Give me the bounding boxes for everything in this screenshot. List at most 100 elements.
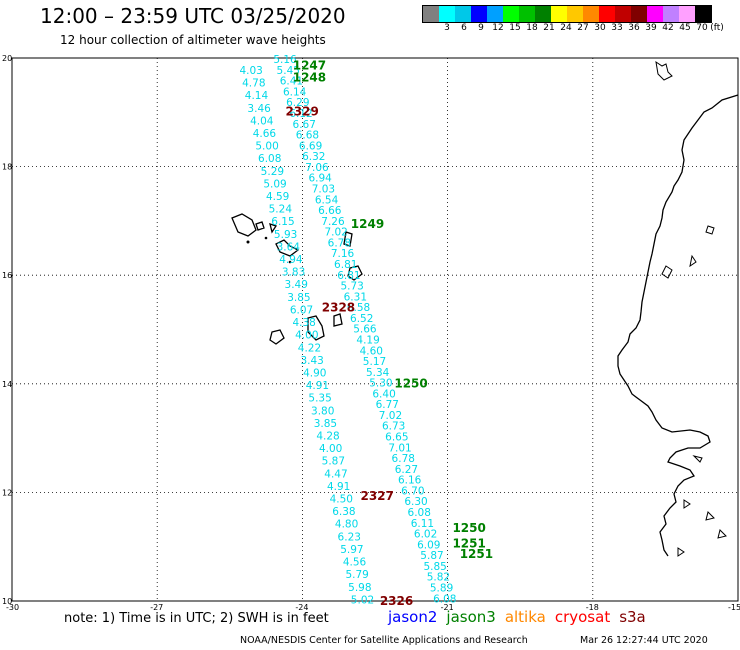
swh-value: 6.14 (283, 86, 307, 98)
swh-value: 5.73 (340, 281, 363, 293)
legend-color-bar (422, 5, 712, 23)
legend-swatch (455, 6, 471, 22)
pass-id-labels: 1247124823291249232812502327125012511251… (285, 59, 493, 608)
legend-label: 15 (509, 23, 521, 33)
legend-label: 33 (611, 23, 623, 33)
swh-value: 4.00 (319, 443, 342, 455)
satellite-legend-cryosat: cryosat (554, 608, 611, 626)
africa-coastline (617, 94, 739, 557)
swh-value: 6.02 (414, 529, 437, 541)
swh-value: 6.30 (404, 496, 427, 508)
map-grid (12, 58, 738, 601)
pass-label: 1251 (460, 547, 493, 561)
generation-timestamp: Mar 26 12:27:44 UTC 2020 (580, 635, 708, 646)
swh-value: 4.78 (242, 78, 265, 90)
swh-value: 6.81 (334, 259, 357, 271)
swh-value: 5.45 (277, 65, 300, 77)
swh-value: 6.29 (286, 97, 309, 109)
pass-label: 2329 (285, 105, 318, 119)
legend-swatch (503, 6, 519, 22)
page-title: 12:00 – 23:59 UTC 03/25/2020 (40, 4, 346, 28)
legend-label: 18 (526, 23, 538, 33)
page-subtitle: 12 hour collection of altimeter wave hei… (60, 33, 326, 47)
legend-label: 39 (645, 23, 657, 33)
cape-verde-islets (246, 236, 292, 264)
y-tick-label: 20 (2, 54, 12, 63)
swh-value: 5.97 (340, 544, 363, 556)
swh-value: 4.60 (360, 345, 383, 357)
pass-label: 1247 (293, 59, 326, 73)
swh-value: 6.58 (347, 302, 370, 314)
satellite-legend-jason3: jason3 (446, 608, 496, 626)
swh-value: 3.46 (247, 103, 271, 115)
credit-line: NOAA/NESDIS Center for Satellite Applica… (240, 635, 528, 646)
swh-value: 4.94 (279, 254, 303, 266)
swh-value: 5.02 (351, 594, 374, 606)
swh-value: 4.28 (316, 431, 339, 443)
legend-label: 12 (492, 23, 504, 33)
legend-swatch (439, 6, 455, 22)
swh-value: 4.50 (330, 494, 353, 506)
swh-value: 6.65 (385, 432, 408, 444)
x-tick-label: -21 (441, 603, 454, 612)
swh-value: 7.02 (324, 227, 347, 239)
legend-swatch (679, 6, 695, 22)
swh-value: 4.38 (292, 317, 315, 329)
legend-swatch (535, 6, 551, 22)
swh-value: 6.09 (417, 539, 440, 551)
swh-value: 6.08 (408, 507, 431, 519)
swh-value: 6.52 (350, 313, 373, 325)
legend-swatch (647, 6, 663, 22)
legend-label: 3 (444, 23, 450, 33)
swh-value: 6.67 (293, 119, 316, 131)
legend-swatch (615, 6, 631, 22)
pass-label: 2326 (380, 594, 413, 608)
swh-value: 5.66 (353, 324, 377, 336)
swh-value: 5.29 (261, 166, 284, 178)
swh-value: 4.56 (343, 557, 367, 569)
x-tick-label: -18 (586, 603, 599, 612)
map-tick-labels: -30 -27 -24 -21 -18 -15 20 18 16 14 12 10 (2, 54, 740, 612)
x-tick-label: -30 (6, 603, 19, 612)
wave-height-legend: 3 6 9 12 15 18 21 24 27 30 33 36 39 42 45 70 (ft) (422, 5, 724, 33)
legend-swatch (567, 6, 583, 22)
y-tick-label: 10 (2, 597, 12, 606)
swh-value: 4.19 (356, 334, 379, 346)
footnote: note: 1) Time is in UTC; 2) SWH is in fe… (64, 611, 329, 626)
swh-value: 7.02 (379, 410, 402, 422)
swh-value: 6.69 (299, 140, 322, 152)
swh-value: 4.66 (253, 128, 277, 140)
swh-value: 5.09 (263, 178, 286, 190)
swh-value: 5.82 (427, 572, 450, 584)
swh-value: 6.38 (332, 506, 355, 518)
swh-value: 6.23 (338, 531, 361, 543)
swh-value: 5.30 (369, 378, 392, 390)
x-tick-label: -27 (150, 603, 163, 612)
swh-value: 6.68 (296, 130, 319, 142)
swh-value: 6.12 (289, 108, 312, 120)
swh-track-west: 4.034.784.143.464.044.665.006.085.295.09… (239, 65, 374, 606)
swh-value: 6.94 (308, 173, 332, 185)
swh-value: 6.73 (382, 421, 405, 433)
swh-value: 5.24 (269, 204, 293, 216)
swh-value: 4.59 (266, 191, 289, 203)
legend-swatch (583, 6, 599, 22)
swh-value: 4.47 (324, 468, 347, 480)
swh-value: 6.11 (411, 518, 434, 530)
cape-verde-islands (231, 213, 363, 345)
legend-labels: 3 6 9 12 15 18 21 24 27 30 33 36 39 42 45 70 (ft) (422, 23, 740, 37)
satellite-legend-altika: altika (504, 608, 546, 626)
y-tick-label: 14 (2, 380, 12, 389)
legend-swatch (423, 6, 439, 22)
swh-value: 6.32 (302, 151, 325, 163)
swh-value: 7.26 (321, 216, 345, 228)
legend-label: 9 (478, 23, 484, 33)
swh-value: 4.80 (335, 519, 358, 531)
swh-value: 5.89 (430, 583, 453, 595)
legend-swatch (663, 6, 679, 22)
swh-value: 6.16 (398, 475, 422, 487)
swh-value: 6.15 (271, 216, 294, 228)
swh-value: 4.00 (295, 330, 318, 342)
swh-value: 7.06 (305, 162, 329, 174)
swh-value: 4.91 (327, 481, 350, 493)
